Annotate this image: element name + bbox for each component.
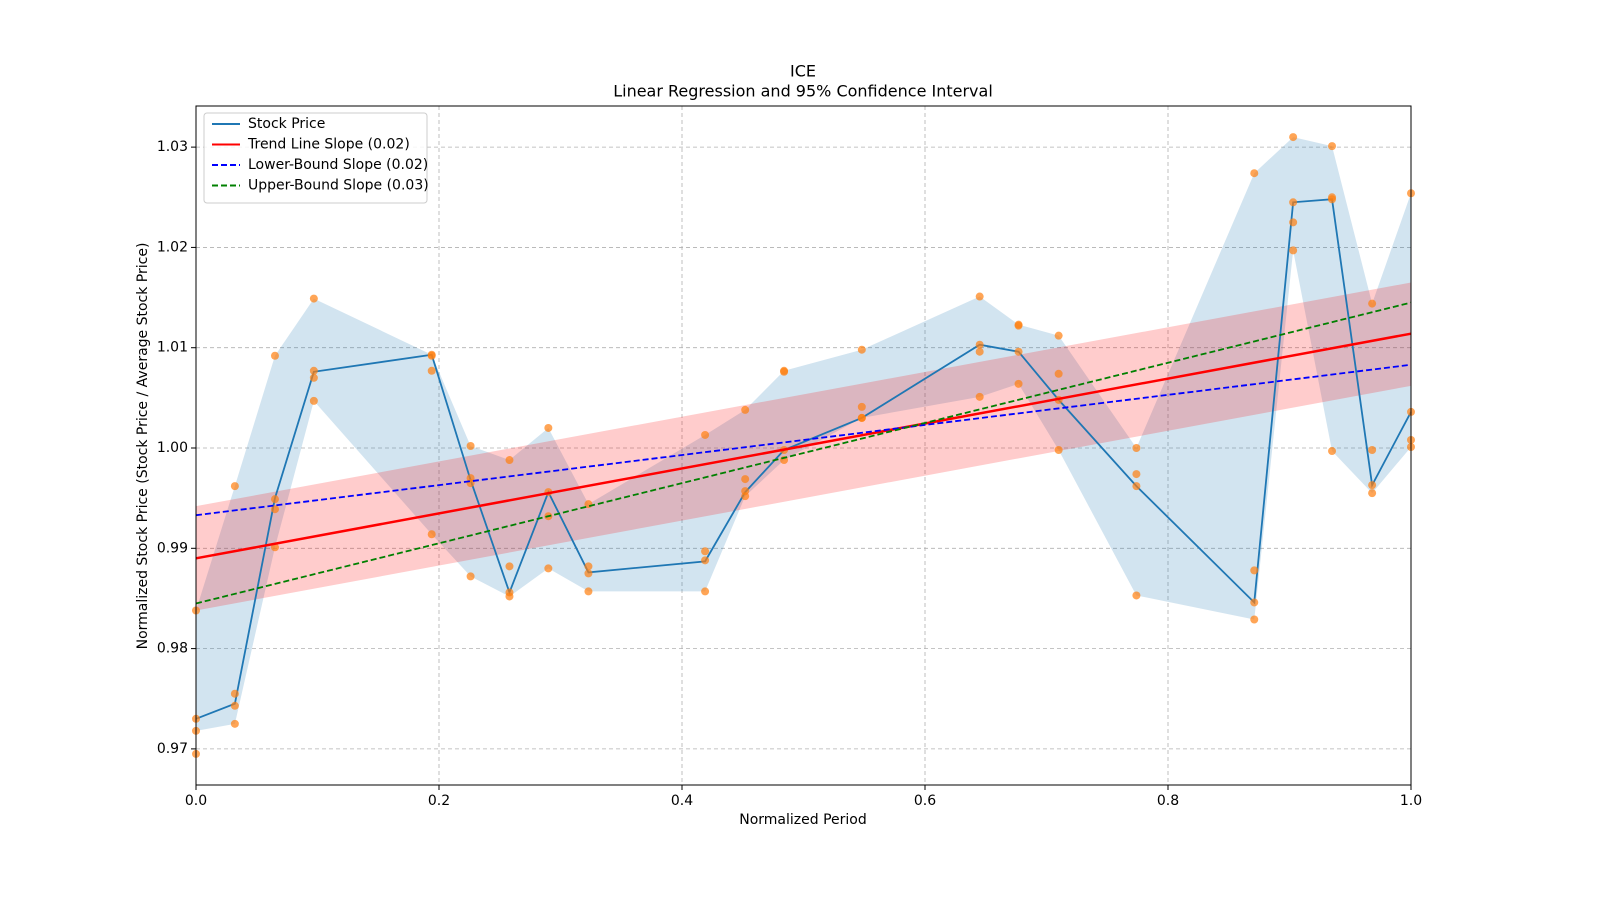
scatter-point — [741, 492, 750, 501]
legend-label: Upper-Bound Slope (0.03) — [248, 178, 429, 194]
y-tick-label: 1.00 — [157, 440, 188, 456]
scatter-point — [230, 689, 239, 698]
scatter-point — [1132, 444, 1141, 453]
scatter-point — [975, 292, 984, 301]
scatter-point — [1250, 566, 1259, 575]
x-tick-label: 0.0 — [185, 793, 207, 809]
scatter-point — [1368, 299, 1377, 308]
scatter-point — [701, 430, 710, 439]
confidence-band — [196, 137, 1411, 731]
scatter-point — [1132, 591, 1141, 600]
scatter-point — [975, 392, 984, 401]
x-tick-label: 0.8 — [1157, 793, 1179, 809]
scatter-point — [544, 423, 553, 432]
scatter-point — [230, 701, 239, 710]
plot-frame — [195, 105, 1412, 786]
scatter-point — [1289, 218, 1298, 227]
scatter-point — [1328, 142, 1337, 151]
scatter-point — [1132, 470, 1141, 479]
scatter-point — [309, 294, 318, 303]
x-tick-label: 0.6 — [914, 793, 936, 809]
y-tick-label: 1.02 — [157, 239, 188, 255]
scatter-point — [466, 572, 475, 581]
chart-title: ICE — [790, 62, 816, 81]
scatter-point — [309, 373, 318, 382]
scatter-point — [1132, 482, 1141, 491]
chart-subtitle: Linear Regression and 95% Confidence Int… — [613, 82, 993, 101]
scatter-point — [1328, 195, 1337, 204]
scatter-point — [1014, 379, 1023, 388]
scatter-point — [544, 564, 553, 573]
x-axis-label: Normalized Period — [739, 812, 867, 828]
line — [195, 301, 1412, 605]
scatter-point — [230, 482, 239, 491]
scatter-point — [1054, 331, 1063, 340]
scatter-point — [701, 587, 710, 596]
legend-box — [203, 112, 428, 204]
line — [195, 332, 1412, 560]
scatter-point — [584, 562, 593, 571]
scatter-point — [1368, 446, 1377, 455]
scatter-point — [505, 456, 514, 465]
scatter-point — [1328, 447, 1337, 456]
scatter-point — [857, 413, 866, 422]
scatter-point — [1250, 169, 1259, 178]
scatter-point — [270, 505, 279, 514]
scatter-point — [427, 351, 436, 360]
line — [195, 198, 1412, 720]
scatter-point — [780, 367, 789, 376]
scatter-point — [466, 442, 475, 451]
scatter-point — [1250, 598, 1259, 607]
scatter-point — [1054, 446, 1063, 455]
line — [195, 363, 1412, 517]
scatter-point — [857, 402, 866, 411]
scatter-point — [857, 345, 866, 354]
y-tick-label: 0.98 — [157, 641, 188, 657]
legend-label: Trend Line Slope (0.02) — [247, 137, 410, 153]
scatter-point — [505, 562, 514, 571]
legend-label: Stock Price — [248, 116, 325, 132]
scatter-point — [741, 475, 750, 484]
scatter-point — [975, 340, 984, 349]
y-tick-label: 0.97 — [157, 741, 188, 757]
scatter-point — [1368, 489, 1377, 498]
scatter-point — [230, 719, 239, 728]
scatter-point — [701, 547, 710, 556]
y-tick-label: 1.03 — [157, 139, 188, 155]
scatter-point — [1250, 615, 1259, 624]
scatter-point — [584, 569, 593, 578]
x-tick-label: 0.4 — [671, 793, 693, 809]
scatter-point — [427, 366, 436, 375]
scatter-point — [975, 347, 984, 356]
scatter-point — [1054, 369, 1063, 378]
scatter-point — [309, 396, 318, 405]
scatter-point — [427, 530, 436, 539]
y-tick-label: 0.99 — [157, 540, 188, 556]
scatter-point — [270, 495, 279, 504]
x-tick-label: 0.2 — [428, 793, 450, 809]
y-tick-label: 1.01 — [157, 340, 188, 356]
scatter-point — [270, 351, 279, 360]
y-axis-label: Normalized Stock Price (Stock Price / Av… — [135, 243, 151, 650]
scatter-point — [741, 405, 750, 414]
legend-label: Lower-Bound Slope (0.02) — [248, 157, 428, 173]
scatter-point — [1289, 133, 1298, 142]
scatter-point — [1289, 246, 1298, 255]
scatter-point — [1368, 481, 1377, 490]
scatter-point — [1289, 198, 1298, 207]
scatter-point — [505, 592, 514, 601]
scatter-point — [701, 556, 710, 565]
scatter-point — [1014, 321, 1023, 330]
scatter-point — [309, 366, 318, 375]
scatter-point — [1014, 347, 1023, 356]
scatter-point — [584, 587, 593, 596]
x-tick-label: 1.0 — [1400, 793, 1422, 809]
